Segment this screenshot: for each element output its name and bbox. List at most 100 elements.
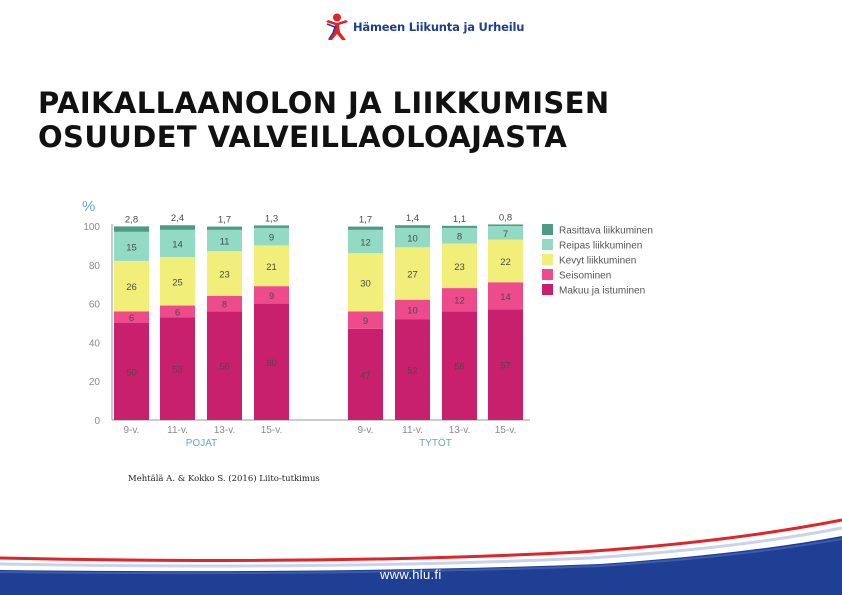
x-tick-label: 11-v.: [167, 425, 188, 436]
y-tick-label: 60: [89, 300, 101, 311]
bar-segment: [442, 225, 477, 228]
data-label: 21: [266, 262, 277, 273]
running-person-logo-icon: [326, 13, 348, 40]
data-label: 10: [407, 234, 418, 245]
bar-segment: [207, 251, 242, 296]
y-tick-label: 20: [89, 377, 101, 388]
bar-segment: [395, 247, 430, 300]
x-tick-label: 13-v.: [449, 425, 471, 436]
data-label: 12: [454, 296, 465, 307]
data-label: 22: [500, 257, 511, 268]
bar-segment: [395, 319, 430, 420]
data-label: 60: [266, 358, 277, 369]
data-label: 9: [363, 316, 368, 327]
bar-segment: [395, 227, 430, 248]
legend-swatch: [542, 254, 553, 265]
bar-segment: [442, 243, 477, 289]
x-tick-label: 13-v.: [214, 425, 236, 436]
page-title: PAIKALLAANOLON JA LIIKKUMISEN OSUUDET VA…: [38, 86, 610, 154]
data-label: 23: [454, 262, 465, 273]
bar-segment: [254, 286, 289, 304]
bar-segment: [348, 328, 383, 420]
bar-segment: [442, 311, 477, 420]
data-label: 2,4: [171, 213, 184, 224]
data-label: 27: [407, 270, 418, 281]
bar-segment: [348, 253, 383, 312]
data-label: 6: [129, 313, 134, 324]
legend-label: Rasittava liikkuminen: [559, 226, 653, 237]
bar-segment: [488, 309, 523, 420]
bar-segment: [114, 323, 149, 420]
x-tick-label: 15-v.: [261, 425, 283, 436]
bar-segment: [114, 226, 149, 232]
data-label: 56: [219, 362, 230, 373]
bar-segment: [254, 303, 289, 420]
data-label: 8: [222, 300, 227, 311]
legend-swatch: [542, 239, 553, 250]
bar-segment: [207, 295, 242, 312]
data-label: 10: [407, 305, 418, 316]
bar-segment: [254, 227, 289, 246]
bar-segment: [207, 229, 242, 252]
brand-logo: Hämeen Liikunta ja Urheilu: [324, 12, 524, 42]
bar-segment: [254, 245, 289, 287]
data-label: 6: [175, 307, 180, 318]
source-citation: Mehtälä A. & Kokko S. (2016) Liito-tutki…: [128, 474, 320, 484]
y-tick-label: 40: [89, 338, 101, 349]
data-label: 50: [126, 368, 137, 379]
bar-segment: [160, 225, 195, 230]
unit-label: %: [82, 198, 95, 215]
bar-segment: [114, 231, 149, 261]
bar-segment: [348, 229, 383, 254]
bar-segment: [395, 225, 430, 228]
bar-segment: [254, 225, 289, 228]
legend-label: Makuu ja istuminen: [559, 286, 645, 297]
data-label: 56: [454, 362, 465, 373]
data-label: 1,4: [406, 213, 419, 224]
x-tick-label: 9-v.: [358, 425, 374, 436]
page-number: 4: [802, 573, 809, 585]
bar-segment: [488, 226, 523, 240]
data-label: 52: [407, 366, 418, 377]
y-tick-label: 100: [83, 222, 100, 233]
bar-segment: [114, 260, 149, 312]
data-label: 1,7: [218, 215, 231, 226]
data-label: 23: [219, 270, 230, 281]
bar-segment: [442, 227, 477, 244]
data-label: 11: [220, 237, 230, 248]
data-label: 8: [457, 232, 462, 243]
bar-segment: [160, 317, 195, 420]
bar-segment: [160, 257, 195, 306]
data-label: 47: [360, 370, 371, 381]
data-label: 9: [269, 291, 274, 302]
data-label: 15: [126, 242, 137, 253]
bar-segment: [160, 229, 195, 258]
x-tick-label: 9-v.: [124, 425, 140, 436]
legend-label: Kevyt liikkuminen: [559, 256, 636, 267]
y-tick-label: 0: [94, 416, 100, 427]
stacked-bar-chart: % 0 20 40 60 80 100 50 6 26 15 2,8 9-v. 53 6 25 14 2,4 11-…: [82, 198, 653, 449]
bar-segment: [348, 311, 383, 329]
data-label: 30: [360, 278, 371, 289]
footer-swoosh: [0, 516, 842, 595]
footer-url[interactable]: www.hlu.fi: [380, 567, 442, 582]
bar-segment: [114, 311, 149, 323]
bar-segment: [348, 226, 383, 230]
data-label: 26: [126, 282, 137, 293]
bar-segment: [488, 224, 523, 226]
data-label: 1,7: [359, 215, 372, 226]
logo-text: Hämeen Liikunta ja Urheilu: [353, 20, 525, 34]
group-label: TYTÖT: [419, 437, 452, 449]
data-label: 12: [360, 238, 371, 249]
legend-swatch: [542, 269, 553, 280]
data-label: 9: [269, 233, 274, 244]
data-label: 14: [172, 239, 183, 250]
bar-segment: [160, 305, 195, 318]
data-label: 25: [172, 277, 183, 288]
data-label: 7: [503, 229, 508, 240]
data-label: 14: [500, 292, 511, 303]
group-label: POJAT: [186, 438, 217, 449]
legend-swatch: [542, 284, 553, 295]
legend-swatch: [542, 224, 553, 235]
legend-label: Reipas liikkuminen: [559, 241, 642, 252]
